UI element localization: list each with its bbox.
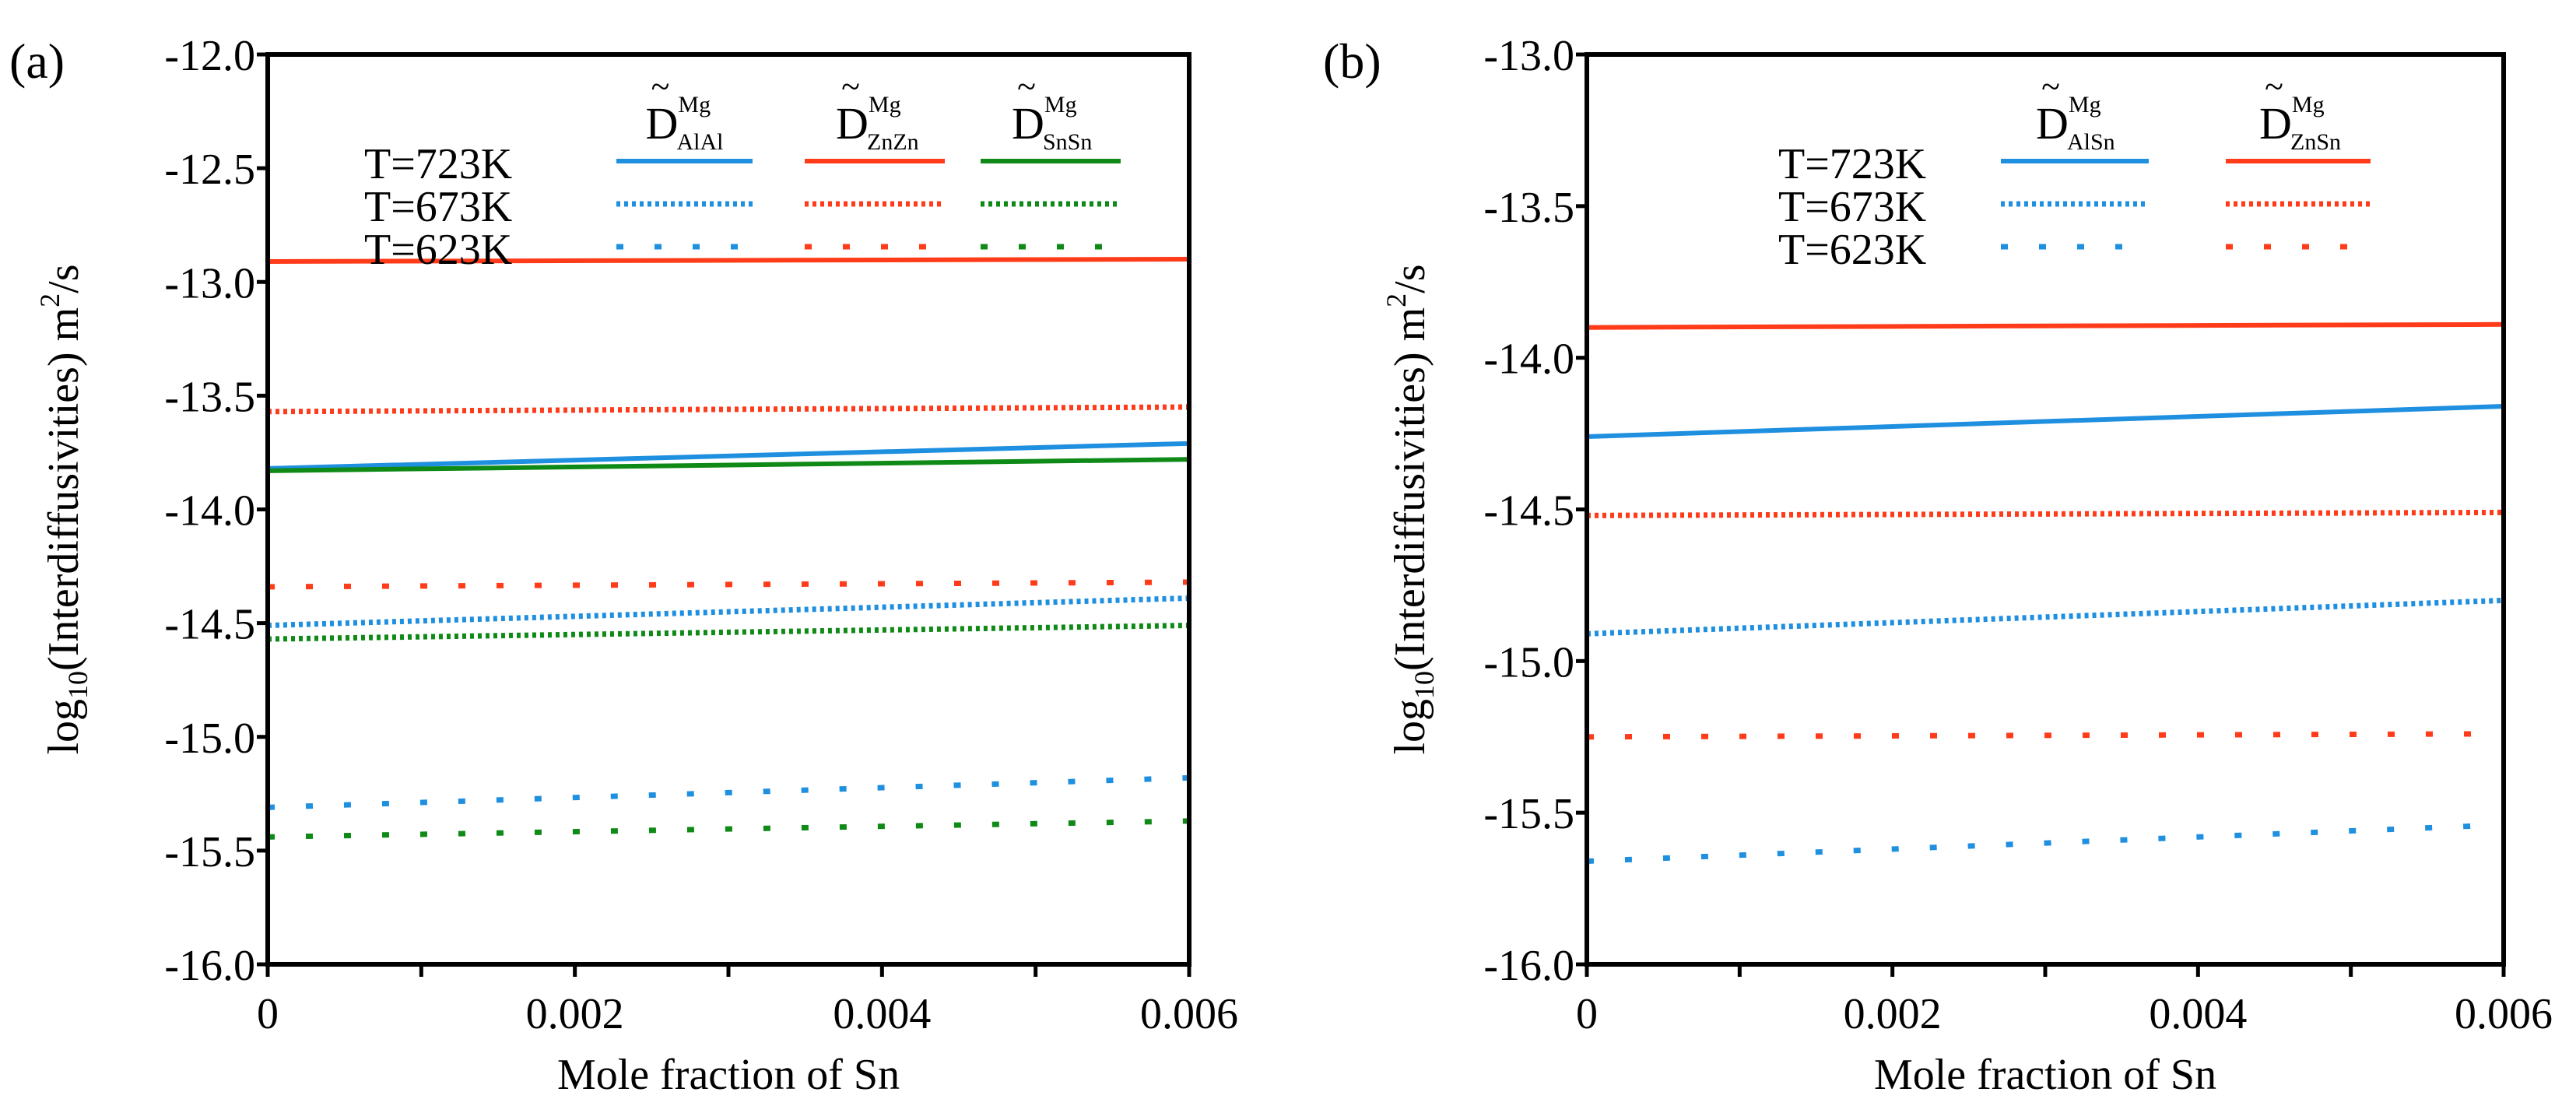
x-tick-label: 0: [257, 990, 279, 1038]
legend-header: DMg AlAl: [646, 92, 724, 155]
legend-symbol: D: [2036, 98, 2069, 149]
series-line: [267, 579, 1190, 590]
legend-symbol: D: [1012, 98, 1044, 149]
y-label-unit: /s: [1386, 264, 1434, 293]
legend-sup: Mg: [678, 92, 711, 118]
legend-header: DMg ZnZn: [836, 92, 919, 155]
series-line: [1586, 822, 2504, 865]
series-line: [1586, 321, 2504, 330]
series-line: [1586, 731, 2504, 740]
tilde-mark: ~: [1017, 68, 1036, 106]
y-tick-label: -15.5: [1483, 790, 1574, 838]
panel-label: (a): [9, 33, 65, 89]
y-tick-label: -13.0: [1483, 32, 1574, 80]
legend-sub: SnSn: [1043, 129, 1092, 155]
y-tick-label: -12.5: [164, 146, 255, 194]
series-line: [267, 774, 1190, 810]
y-tick-label: -16.0: [1483, 942, 1574, 990]
tilde-mark: ~: [2041, 68, 2060, 106]
legend-symbol: D: [2259, 98, 2292, 149]
panel-b: (b) -13.0 -13.5 -14.0 -14.5 -15.0 -15.5 -16.00 0…: [1323, 32, 2553, 1099]
y-label-sup: 2: [1381, 293, 1412, 307]
legend-temperature: T=623K: [1778, 226, 1926, 274]
x-axis-label: Mole fraction of Sn: [557, 1051, 900, 1099]
y-tick-label: -14.0: [1483, 335, 1574, 384]
y-tick-label: -13.0: [164, 259, 255, 307]
legend-sub: ZnZn: [867, 129, 919, 155]
y-label-main: (Interdiffusivities) m: [40, 307, 88, 671]
series-line: [1586, 509, 2504, 518]
x-tick-label: 0.002: [1844, 990, 1942, 1038]
series-line: [267, 623, 1190, 642]
tilde-mark: ~: [841, 68, 860, 106]
legend-sub: ZnSn: [2290, 129, 2341, 155]
legend-symbol: D: [646, 98, 679, 149]
legend-header: DMg ZnSn: [2259, 92, 2341, 155]
legend-sub: AlSn: [2067, 129, 2115, 155]
legend-sup: Mg: [1044, 92, 1077, 118]
y-tick-label: -13.5: [164, 373, 255, 421]
y-label-sub: 10: [62, 671, 93, 699]
y-label-main: (Interdiffusivities) m: [1386, 307, 1434, 671]
x-tick-label: 0.006: [2455, 990, 2553, 1038]
tilde-mark: ~: [2265, 68, 2283, 106]
y-label-log: log: [1386, 699, 1434, 755]
legend-temperature: T=723K: [364, 140, 512, 188]
legend-temperature: T=673K: [1778, 183, 1926, 231]
y-tick-label: -15.0: [1483, 638, 1574, 686]
series-line: [267, 257, 1190, 264]
series-line: [267, 818, 1190, 840]
panel-label: (b): [1323, 33, 1381, 89]
series-line: [1586, 597, 2504, 637]
y-tick-label: -12.0: [164, 32, 255, 80]
y-label-sub: 10: [1409, 671, 1440, 699]
y-label-log: log: [40, 699, 88, 755]
x-tick-label: 0.004: [833, 990, 931, 1038]
legend-sup: Mg: [2292, 92, 2325, 118]
tilde-mark: ~: [651, 68, 670, 106]
legend-temperature: T=673K: [364, 183, 512, 231]
legend-header: DMg SnSn: [1012, 92, 1092, 155]
panel-a: (a) -12.0 -12.5 -13.0 -13.5 -14.0 -14.5 -15.0 -1…: [9, 32, 1238, 1099]
plot-frame: [1585, 52, 2506, 967]
y-tick-label: -14.5: [1483, 487, 1574, 535]
y-tick-label: -15.5: [164, 828, 255, 876]
series-line: [267, 595, 1190, 629]
y-axis-label: log10(Interdiffusivities) m2/s: [34, 264, 93, 754]
legend-sub: AlAl: [677, 129, 724, 155]
y-label-sup: 2: [34, 293, 65, 307]
x-axis-label: Mole fraction of Sn: [1874, 1051, 2216, 1099]
legend-header: DMg AlSn: [2036, 92, 2115, 155]
y-tick-label: -16.0: [164, 942, 255, 990]
x-tick-label: 0.006: [1140, 990, 1238, 1038]
x-tick-label: 0.002: [526, 990, 624, 1038]
y-label-unit: /s: [40, 264, 88, 293]
y-tick-label: -14.5: [164, 601, 255, 649]
legend-sup: Mg: [2069, 92, 2101, 118]
legend-sup: Mg: [869, 92, 901, 118]
y-axis-label: log10(Interdiffusivities) m2/s: [1381, 264, 1440, 754]
y-tick-label: -13.5: [1483, 184, 1574, 232]
legend-temperature: T=723K: [1778, 140, 1926, 188]
series-line: [267, 441, 1190, 471]
x-tick-label: 0.004: [2149, 990, 2247, 1038]
y-tick-label: -15.0: [164, 715, 255, 763]
legend-temperature: T=623K: [364, 226, 512, 274]
y-tick-label: -14.0: [164, 487, 255, 535]
series-line: [1586, 404, 2504, 439]
series-line: [267, 457, 1190, 473]
x-tick-label: 0: [1576, 990, 1598, 1038]
legend-symbol: D: [836, 98, 869, 149]
series-line: [267, 404, 1190, 415]
